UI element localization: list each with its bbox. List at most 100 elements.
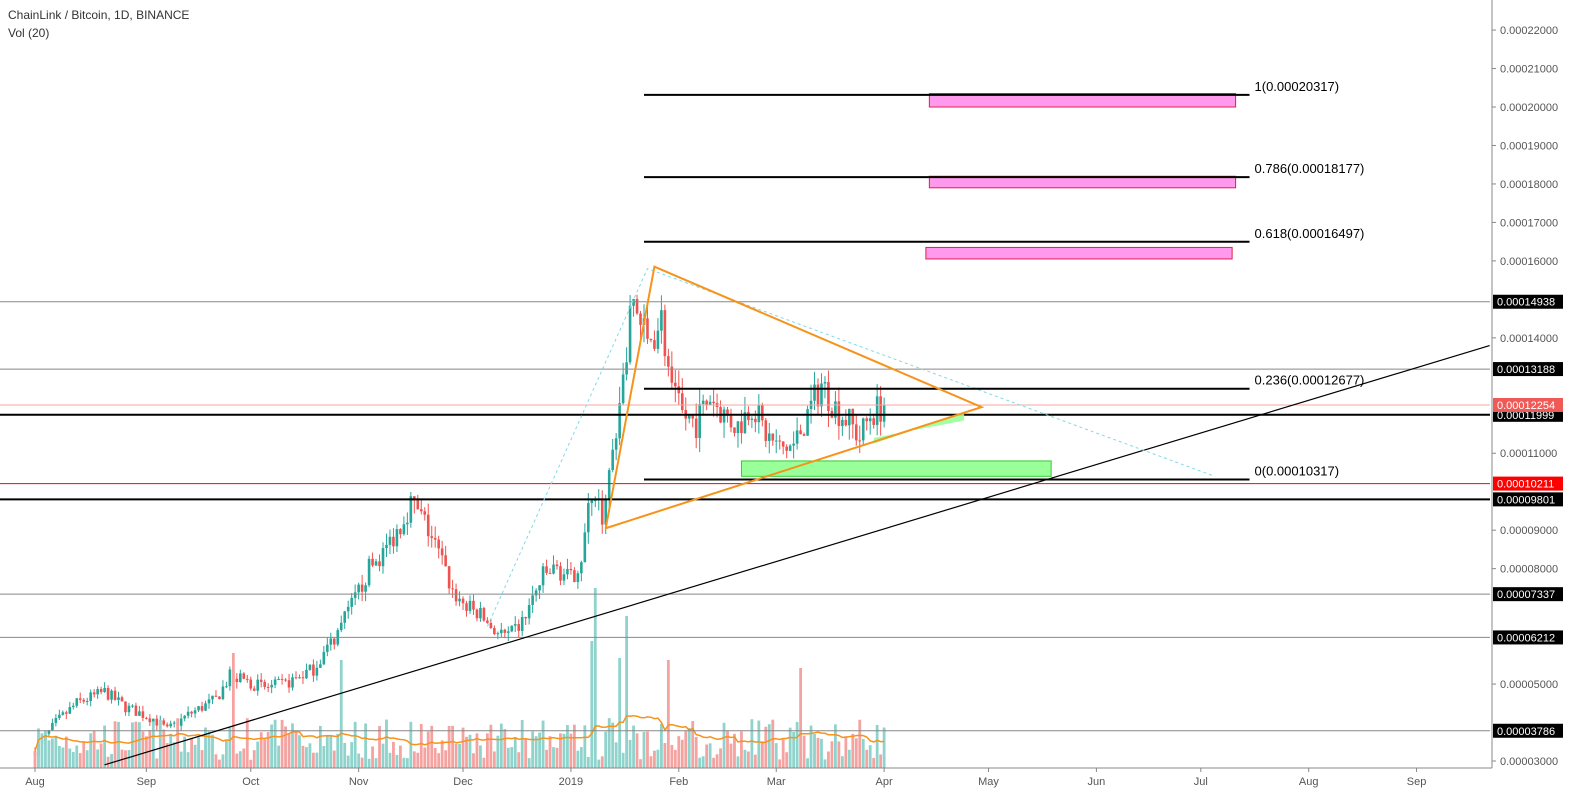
- candle-body: [837, 401, 841, 427]
- volume-bar: [402, 757, 406, 768]
- candle-body: [371, 558, 374, 566]
- volume-bar: [552, 747, 555, 768]
- volume-bar: [245, 718, 249, 768]
- level-price-tag-label: 0.00011999: [1497, 410, 1554, 422]
- candle-body: [754, 418, 757, 423]
- target-zone-box: [925, 246, 1233, 260]
- volume-bar: [172, 742, 176, 768]
- volume-bar: [559, 733, 562, 768]
- candle-body: [517, 624, 521, 631]
- time-tick-label: Sep: [137, 776, 157, 788]
- volume-bar: [273, 719, 277, 768]
- candle-body: [607, 470, 611, 500]
- candle-body: [691, 415, 695, 419]
- candle-body: [667, 356, 670, 367]
- volume-bar: [486, 733, 489, 768]
- volume-bar: [381, 743, 385, 768]
- candle-body: [65, 712, 68, 714]
- volume-bar: [437, 753, 441, 768]
- candle-body: [628, 305, 632, 363]
- volume-bar: [256, 741, 260, 768]
- volume-bar: [802, 735, 806, 768]
- candle-body: [792, 443, 795, 446]
- volume-bar: [788, 727, 792, 768]
- level-price-tag-label: 0.00014938: [1497, 297, 1555, 309]
- candle-body: [75, 698, 79, 706]
- volume-bar: [472, 753, 475, 768]
- volume-bar: [78, 753, 82, 768]
- volume-bar: [343, 742, 347, 768]
- volume-bar: [332, 750, 336, 768]
- volume-bars: [33, 588, 886, 768]
- level-price-tag-label: 0.00010211: [1497, 479, 1554, 491]
- candle-body: [848, 408, 851, 426]
- volume-bar: [350, 742, 354, 768]
- volume-bar: [318, 725, 322, 768]
- candle-body: [489, 622, 493, 629]
- volume-bar: [795, 721, 799, 768]
- candle-body: [165, 724, 169, 727]
- volume-bar: [753, 754, 757, 768]
- volume-bar: [736, 756, 740, 768]
- candle-body: [767, 433, 771, 441]
- volume-bar: [211, 734, 214, 768]
- volume-bar: [774, 743, 778, 768]
- volume-bar: [385, 719, 388, 768]
- candle-body: [583, 532, 587, 563]
- candle-body: [621, 374, 625, 404]
- volume-bar: [503, 729, 507, 768]
- volume-bar: [649, 756, 653, 768]
- candle-body: [266, 686, 270, 688]
- volume-bar: [604, 731, 608, 768]
- volume-bar: [628, 739, 632, 768]
- volume-bar: [99, 743, 103, 768]
- candle-body: [653, 340, 656, 349]
- candle-body: [639, 313, 642, 325]
- price-tick-label: 0.00017000: [1500, 217, 1558, 229]
- candle-body: [799, 430, 802, 435]
- candle-body: [235, 678, 239, 683]
- volume-bar: [632, 725, 635, 768]
- time-tick-label: May: [978, 776, 999, 788]
- volume-bar: [479, 745, 482, 768]
- symbol-title[interactable]: ChainLink / Bitcoin, 1D, BINANCE: [8, 8, 190, 22]
- price-tick-label: 0.00011000: [1500, 448, 1557, 460]
- candle-body: [548, 572, 552, 574]
- volume-indicator-label[interactable]: Vol (20): [8, 26, 50, 40]
- volume-bar: [197, 737, 200, 768]
- level-price-tag-label: 0.00009801: [1497, 494, 1555, 506]
- volume-bar: [729, 743, 733, 768]
- candle-body: [868, 418, 872, 422]
- fib-level-label: 0.236(0.00012677): [1255, 373, 1365, 388]
- volume-bar: [656, 749, 660, 768]
- volume-bar: [882, 727, 886, 768]
- last-price-tag-label: 0.00012254: [1497, 400, 1555, 412]
- candle-body: [256, 679, 260, 691]
- volume-bar: [701, 756, 705, 768]
- candle-body: [61, 712, 65, 715]
- candle-body: [531, 595, 534, 605]
- candle-body: [632, 299, 635, 306]
- candle-body: [284, 679, 287, 681]
- candle-body: [298, 677, 301, 679]
- candle-body: [646, 318, 649, 339]
- volume-bar: [635, 733, 639, 768]
- candle-body: [600, 498, 604, 525]
- volume-bar: [228, 727, 232, 768]
- candle-body: [660, 310, 663, 331]
- candle-body: [54, 717, 58, 723]
- candle-body: [538, 585, 541, 591]
- volume-bar: [573, 724, 576, 768]
- candle-body: [433, 537, 437, 540]
- volume-bar: [465, 736, 468, 768]
- candle-body: [242, 673, 246, 679]
- volume-bar: [653, 750, 656, 768]
- fib-level-label: 0(0.00010317): [1255, 464, 1340, 479]
- candle-body: [743, 412, 747, 434]
- candle-body: [576, 573, 580, 583]
- candle-body: [131, 705, 134, 707]
- volume-bar: [489, 724, 493, 768]
- candle-body: [559, 566, 562, 581]
- volume-bar: [134, 721, 138, 768]
